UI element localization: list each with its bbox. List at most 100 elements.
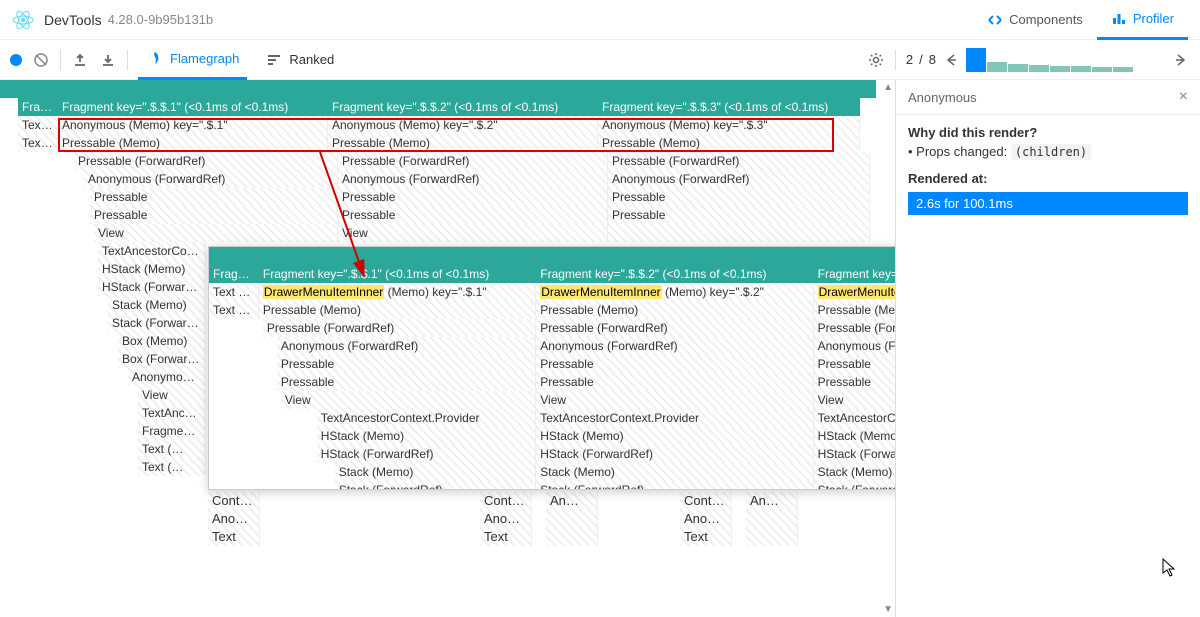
scroll-down-icon[interactable]: ▼: [883, 604, 893, 615]
flame-cell[interactable]: DrawerMenuItemInner (Memo) key=".$.1": [259, 283, 536, 301]
flame-cell[interactable]: Pressable (ForwardRef): [74, 152, 338, 170]
flame-cell[interactable]: Text …: [209, 283, 259, 301]
flame-cell[interactable]: Anonymo…: [128, 368, 206, 386]
flame-cell[interactable]: Fragment key=".$.$.1" (<0.1ms of <0.1ms): [259, 265, 536, 283]
flame-cell[interactable]: Anonymous (Memo) key=".$.3": [598, 116, 860, 134]
flame-cell[interactable]: Anonymous (Memo) key=".$.1": [58, 116, 328, 134]
flame-cell[interactable]: [0, 80, 876, 98]
flame-cell[interactable]: Anonymous (ForwardRef): [338, 170, 608, 188]
flame-cell[interactable]: Stack (ForwardRef): [536, 481, 813, 490]
flame-cell[interactable]: View: [814, 391, 895, 409]
flame-cell[interactable]: DrawerMenuItemInner (Memo) key=".$.2": [536, 283, 813, 301]
flame-cell[interactable]: Anonymous (ForwardRef): [84, 170, 338, 188]
commit-bar[interactable]: [1050, 66, 1070, 72]
flame-cell[interactable]: HStack (Memo): [814, 427, 895, 445]
flame-cell[interactable]: Fragment key=".$.$.1" (<0.1ms of <0.1ms): [58, 98, 328, 116]
flame-cell[interactable]: Pressable: [536, 355, 813, 373]
flame-cell[interactable]: Anonymous (ForwardRef): [536, 337, 813, 355]
flame-cell[interactable]: Text (…: [138, 458, 206, 476]
download-button[interactable]: [99, 51, 117, 69]
flame-cell[interactable]: Pressable (Memo): [259, 301, 536, 319]
flame-cell[interactable]: Text: [680, 528, 732, 546]
flame-cell[interactable]: Fragment key=".$.$.3" (<0.1ms of <0.1ms): [598, 98, 860, 116]
tab-ranked[interactable]: Ranked: [257, 40, 342, 80]
scroll-up-icon[interactable]: ▲: [883, 82, 893, 93]
flame-cell[interactable]: Pressable: [338, 188, 608, 206]
flame-cell[interactable]: TextAncestorContext.Provider: [814, 409, 895, 427]
flame-cell[interactable]: [746, 528, 798, 546]
commit-bars[interactable]: [966, 48, 1166, 72]
flame-cell[interactable]: HStack (ForwardRef): [814, 445, 895, 463]
flame-cell[interactable]: Pressable: [277, 373, 536, 391]
commit-bar[interactable]: [966, 48, 986, 72]
flame-cell[interactable]: HStack (ForwardR…: [98, 278, 206, 296]
commit-bar[interactable]: [1113, 67, 1133, 72]
flame-cell[interactable]: Stack (Memo): [335, 463, 537, 481]
flame-cell[interactable]: Stack (ForwardRef): [335, 481, 537, 490]
flame-cell[interactable]: Anonymous (ForwardRef): [814, 337, 895, 355]
flame-cell[interactable]: Fragment key=".$.$.2" (<0.1ms of <0.1ms): [536, 265, 813, 283]
flame-cell[interactable]: HStack (Memo): [317, 427, 537, 445]
flame-cell[interactable]: Box (Memo): [118, 332, 206, 350]
record-button[interactable]: [10, 54, 22, 66]
flame-cell[interactable]: Box (Forward…: [118, 350, 206, 368]
flame-cell[interactable]: Anony…: [480, 510, 532, 528]
flame-cell[interactable]: Anonymous (Memo) key=".$.2": [328, 116, 598, 134]
tab-profiler[interactable]: Profiler: [1097, 0, 1188, 40]
flame-cell[interactable]: Anonymous (ForwardRef): [277, 337, 536, 355]
flame-cell[interactable]: Pressable (ForwardRef): [536, 319, 813, 337]
flame-cell[interactable]: View: [338, 224, 608, 242]
flame-cell[interactable]: Text…: [18, 134, 58, 152]
rendered-at-value[interactable]: 2.6s for 100.1ms: [908, 192, 1188, 215]
flame-cell[interactable]: Fragm…: [209, 265, 259, 283]
flame-cell[interactable]: HStack (Memo): [536, 427, 813, 445]
flame-cell[interactable]: Pressable (Memo): [58, 134, 328, 152]
close-panel-button[interactable]: ×: [1179, 88, 1188, 106]
flame-cell[interactable]: [546, 510, 598, 528]
flame-cell[interactable]: Text: [208, 528, 260, 546]
flame-cell[interactable]: TextAncestorContext.Provider: [317, 409, 537, 427]
flame-cell[interactable]: Text (…: [138, 440, 206, 458]
flame-cell[interactable]: [546, 528, 598, 546]
flame-cell[interactable]: Pressable: [90, 206, 338, 224]
flame-cell[interactable]: Contex…: [480, 492, 532, 510]
flame-cell[interactable]: [746, 510, 798, 528]
flame-cell[interactable]: View: [94, 224, 338, 242]
flame-cell[interactable]: Pressable (ForwardRef): [338, 152, 608, 170]
flame-cell[interactable]: Pressable: [814, 355, 895, 373]
flame-cell[interactable]: Pressable (Memo): [328, 134, 598, 152]
flame-cell[interactable]: Pressable (ForwardRef): [814, 319, 895, 337]
flame-cell[interactable]: Fragme…: [138, 422, 206, 440]
flame-cell[interactable]: Anony…: [680, 510, 732, 528]
flame-cell[interactable]: TextAnc…: [138, 404, 206, 422]
reload-button[interactable]: [32, 51, 50, 69]
flamegraph-area[interactable]: Frag…Fragment key=".$.$.1" (<0.1ms of <0…: [0, 80, 895, 617]
flame-cell[interactable]: An…: [546, 492, 598, 510]
flame-cell[interactable]: Pressable (Memo): [814, 301, 895, 319]
prev-commit-button[interactable]: [942, 51, 960, 69]
flame-cell[interactable]: Stack (ForwardR…: [108, 314, 206, 332]
flame-cell[interactable]: Frag…: [18, 98, 58, 116]
flame-cell[interactable]: View: [281, 391, 536, 409]
commit-bar[interactable]: [1092, 67, 1112, 72]
flame-cell[interactable]: Text…: [18, 116, 58, 134]
commit-bar[interactable]: [1008, 64, 1028, 72]
next-commit-button[interactable]: [1172, 51, 1190, 69]
commit-bar[interactable]: [987, 62, 1007, 72]
flame-cell[interactable]: DrawerMenuItemInner (Memo) key=".$.3": [814, 283, 895, 301]
flame-cell[interactable]: Text …: [209, 301, 259, 319]
flame-cell[interactable]: TextAncestorCont…: [98, 242, 206, 260]
flame-cell[interactable]: HStack (Memo): [98, 260, 206, 278]
flame-cell[interactable]: Pressable: [338, 206, 608, 224]
flame-cell[interactable]: View: [536, 391, 813, 409]
flame-cell[interactable]: [209, 247, 895, 265]
flame-cell[interactable]: Pressable: [277, 355, 536, 373]
overlay-flamegraph[interactable]: Fragm…Fragment key=".$.$.1" (<0.1ms of <…: [208, 246, 895, 490]
commit-bar[interactable]: [1029, 65, 1049, 72]
flame-cell[interactable]: HStack (ForwardRef): [536, 445, 813, 463]
tab-components[interactable]: Components: [973, 0, 1097, 40]
flame-cell[interactable]: Fragment key=".$.$.2" (<0.1ms of <0.1ms): [328, 98, 598, 116]
flame-cell[interactable]: An…: [746, 492, 798, 510]
flame-cell[interactable]: Pressable: [536, 373, 813, 391]
flame-cell[interactable]: Pressable (ForwardRef): [608, 152, 870, 170]
